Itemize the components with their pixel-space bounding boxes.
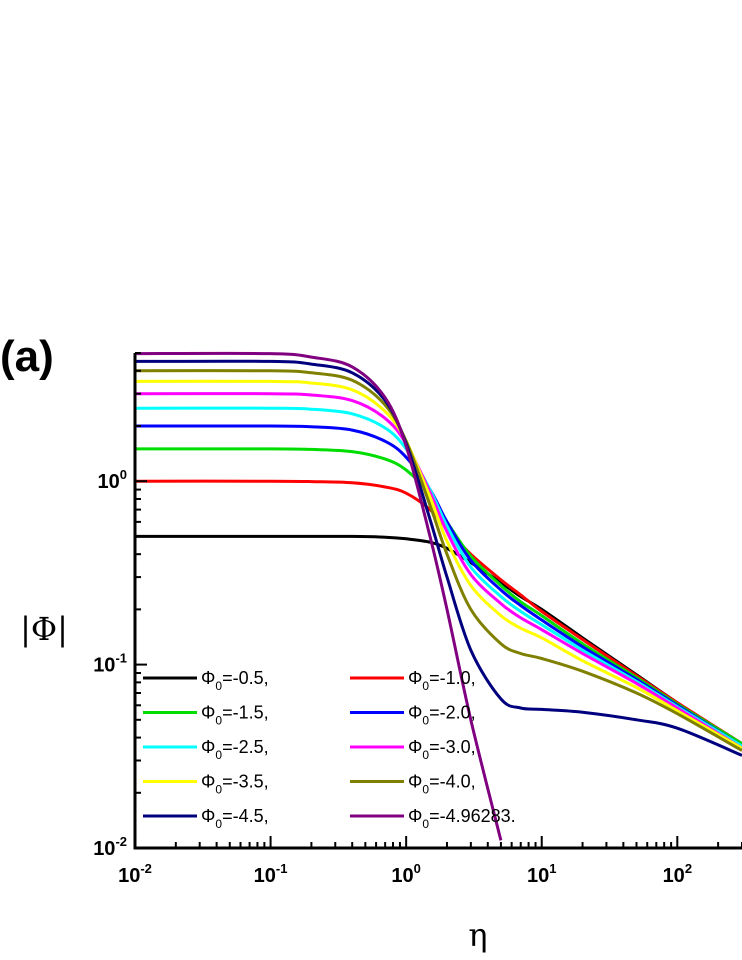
legend-label: Φ0=-2.0, xyxy=(408,703,476,728)
x-axis-label: η xyxy=(468,916,487,954)
legend-item-8: Φ0=-4.0, xyxy=(350,772,476,797)
legend-item-4: Φ0=-2.0, xyxy=(350,703,476,728)
x-tick-label: 100 xyxy=(391,861,420,887)
series-line-5 xyxy=(135,406,742,748)
legend-item-5: Φ0=-2.5, xyxy=(143,737,269,762)
legend-label: Φ0=-4.96283. xyxy=(408,806,516,831)
panel-label: (a) xyxy=(0,332,54,381)
legend-item-7: Φ0=-3.5, xyxy=(143,772,269,797)
legend-label: Φ0=-0.5, xyxy=(201,668,269,693)
series-line-6 xyxy=(135,392,742,750)
series-line-10 xyxy=(135,351,503,841)
legend-label: Φ0=-1.5, xyxy=(201,703,269,728)
legend-label: Φ0=-2.5, xyxy=(201,737,269,762)
series-line-8 xyxy=(135,369,742,752)
legend-label: Φ0=-4.0, xyxy=(408,772,476,797)
series-line-4 xyxy=(135,424,742,748)
y-tick-label: 10-2 xyxy=(93,834,127,860)
legend-label: Φ0=-3.0, xyxy=(408,737,476,762)
x-tick-label: 102 xyxy=(663,861,692,887)
series-line-7 xyxy=(135,379,742,750)
legend-item-6: Φ0=-3.0, xyxy=(350,737,476,762)
x-tick-label: 101 xyxy=(527,861,556,887)
legend: Φ0=-0.5, Φ0=-1.0, Φ0=-1.5, Φ0=-2.0, Φ0=-2.5,… xyxy=(143,668,516,831)
legend-label: Φ0=-1.0, xyxy=(408,668,476,693)
x-tick-labels: 10-2 10-1 100 101 102 xyxy=(118,861,692,887)
x-tick-label: 10-1 xyxy=(254,861,288,887)
legend-item-2: Φ0=-1.0, xyxy=(350,668,476,693)
legend-label: Φ0=-3.5, xyxy=(201,772,269,797)
y-tick-label: 10-1 xyxy=(93,651,127,677)
legend-item-3: Φ0=-1.5, xyxy=(143,703,269,728)
legend-item-1: Φ0=-0.5, xyxy=(143,668,269,693)
y-tick-label: 100 xyxy=(98,467,127,493)
x-tick-label: 10-2 xyxy=(118,861,152,887)
series-group xyxy=(135,351,742,841)
series-line-9 xyxy=(135,359,742,757)
legend-item-10: Φ0=-4.96283. xyxy=(350,806,516,831)
axes xyxy=(133,352,742,850)
legend-item-9: Φ0=-4.5, xyxy=(143,806,269,831)
legend-label: Φ0=-4.5, xyxy=(201,806,269,831)
y-axis-label: |Φ| xyxy=(20,610,68,648)
y-tick-labels: 10-2 10-1 100 xyxy=(93,467,127,860)
